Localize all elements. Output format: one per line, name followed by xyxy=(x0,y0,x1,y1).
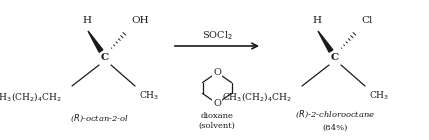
Text: H: H xyxy=(312,16,321,25)
Text: O: O xyxy=(213,68,221,77)
Text: CH$_3$: CH$_3$ xyxy=(139,90,159,102)
Text: ($R$)-2-chlorooctane: ($R$)-2-chlorooctane xyxy=(295,108,375,120)
Text: CH$_3$(CH$_2$)$_4$CH$_2$: CH$_3$(CH$_2$)$_4$CH$_2$ xyxy=(0,90,62,103)
Text: C: C xyxy=(331,53,339,62)
Text: SOCl$_2$: SOCl$_2$ xyxy=(202,29,233,42)
Polygon shape xyxy=(88,31,103,52)
Text: CH$_3$: CH$_3$ xyxy=(369,90,389,102)
Polygon shape xyxy=(318,31,333,52)
Text: ($R$)-octan-2-ol: ($R$)-octan-2-ol xyxy=(70,112,130,124)
Text: Cl: Cl xyxy=(361,16,372,25)
Text: C: C xyxy=(101,53,109,62)
Text: (solvent): (solvent) xyxy=(199,122,236,130)
Text: dioxane: dioxane xyxy=(201,113,233,121)
Text: CH$_3$(CH$_2$)$_4$CH$_2$: CH$_3$(CH$_2$)$_4$CH$_2$ xyxy=(222,90,292,103)
Text: OH: OH xyxy=(131,16,148,25)
Text: (84%): (84%) xyxy=(322,124,347,132)
Text: O: O xyxy=(213,99,221,108)
Text: H: H xyxy=(82,16,91,25)
